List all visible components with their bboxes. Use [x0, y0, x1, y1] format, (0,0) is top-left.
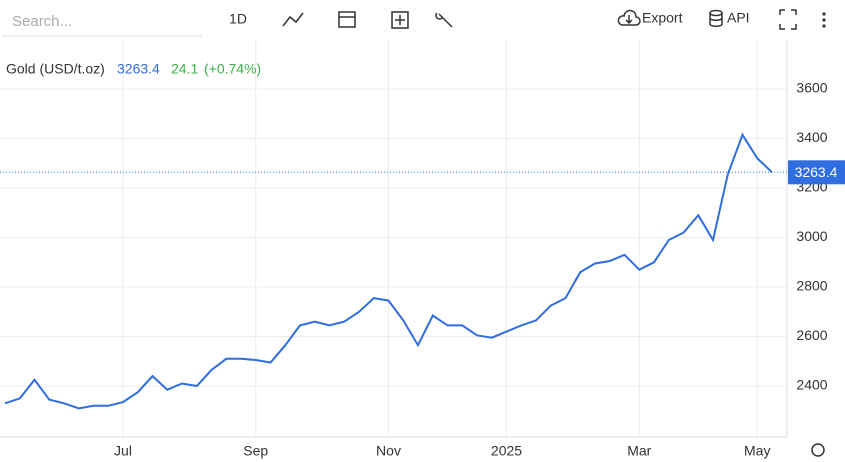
price-line — [4, 132, 773, 410]
last-price-tag-label: 3263.4 — [795, 164, 838, 180]
x-tick-label: Jul — [114, 443, 132, 459]
y-tick-label: 2800 — [796, 278, 827, 294]
price-change: 24.1 — [171, 61, 198, 77]
last-price-tag — [788, 160, 845, 185]
api-button[interactable]: API — [727, 10, 750, 26]
x-tick-label: Mar — [627, 443, 651, 459]
more-menu[interactable] — [822, 12, 826, 28]
interval-button[interactable]: 1D — [229, 11, 247, 27]
api-icon-body — [709, 13, 723, 27]
x-tick-label: Nov — [376, 443, 401, 459]
y-tick-label: 3000 — [796, 228, 827, 244]
chart-settings-icon[interactable] — [811, 443, 825, 457]
api-icon[interactable] — [709, 9, 723, 17]
x-tick-label: May — [744, 443, 770, 459]
price-change-percent: (+0.74%) — [204, 61, 261, 77]
last-price: 3263.4 — [117, 61, 160, 77]
x-tick-label: 2025 — [491, 443, 522, 459]
calendar-icon[interactable] — [338, 11, 356, 28]
add-indicator-plus — [395, 15, 405, 25]
chart-title: Gold (USD/t.oz) — [6, 61, 105, 77]
chart-type-icon[interactable] — [282, 12, 304, 27]
y-tick-label: 3600 — [796, 80, 827, 96]
export-icon[interactable] — [617, 9, 641, 26]
y-tick-label: 3400 — [796, 129, 827, 145]
search-box[interactable]: Search... — [12, 13, 72, 30]
export-button[interactable]: Export — [642, 10, 683, 26]
y-tick-label: 2400 — [796, 377, 827, 393]
settings-wrench-icon[interactable] — [435, 12, 453, 28]
y-tick-label: 2600 — [796, 327, 827, 343]
x-tick-label: Sep — [243, 443, 268, 459]
add-indicator-icon[interactable] — [391, 11, 409, 29]
fullscreen-icon[interactable] — [779, 9, 797, 30]
